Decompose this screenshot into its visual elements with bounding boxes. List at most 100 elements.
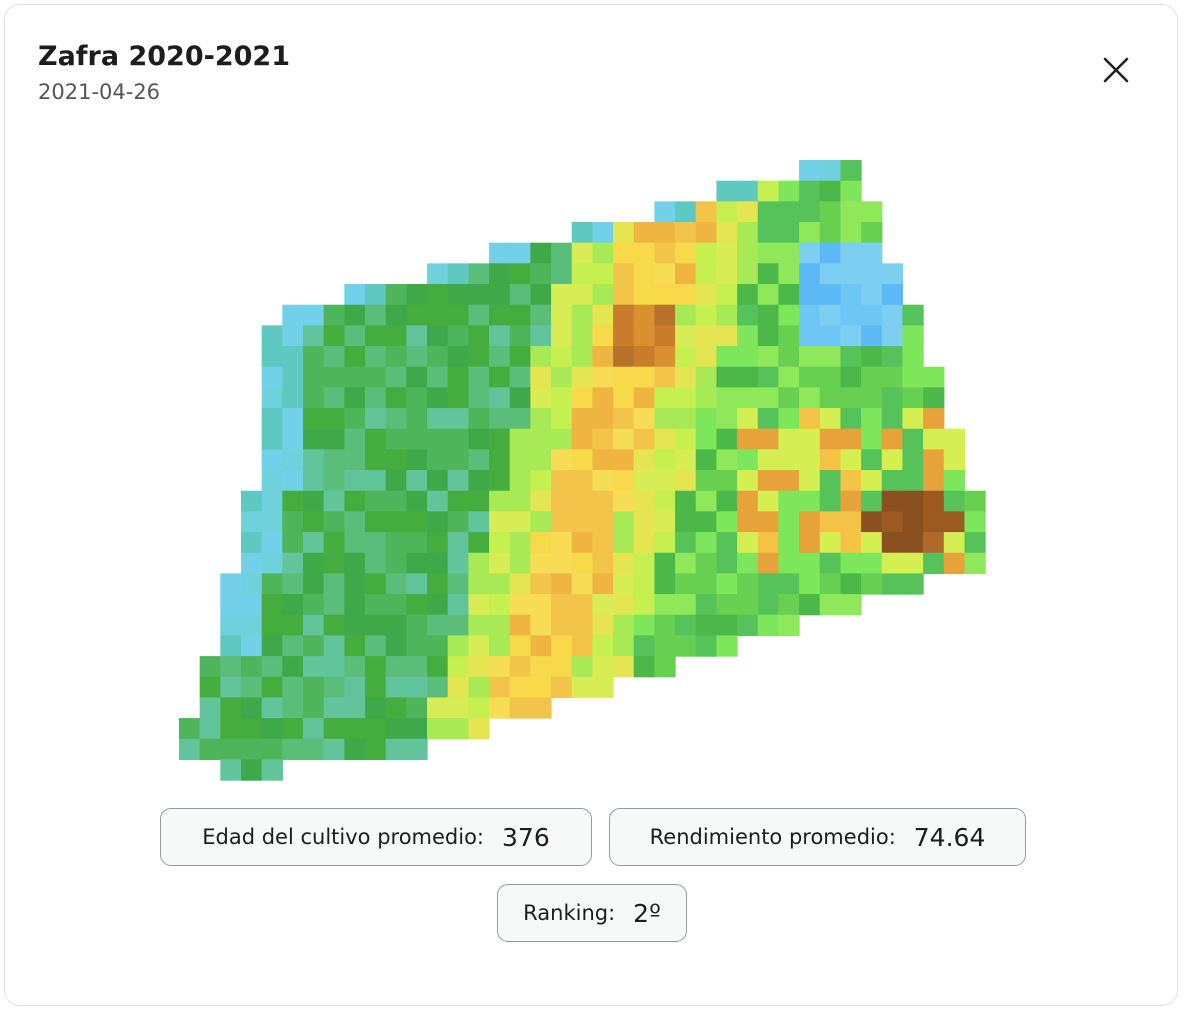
map-cell bbox=[613, 222, 635, 244]
map-cell bbox=[220, 656, 242, 678]
map-cell bbox=[385, 366, 407, 388]
map-cell bbox=[385, 387, 407, 409]
map-cell bbox=[633, 656, 656, 678]
map-cell bbox=[406, 449, 428, 471]
map-cell bbox=[613, 656, 635, 678]
map-cell bbox=[778, 594, 800, 616]
map-cell bbox=[716, 408, 738, 430]
map-cell bbox=[344, 304, 366, 326]
map-cell bbox=[799, 428, 821, 450]
map-cell bbox=[902, 470, 924, 492]
map-cell bbox=[923, 532, 945, 554]
map-cell bbox=[737, 490, 759, 512]
map-cell bbox=[716, 304, 738, 326]
map-cell bbox=[468, 408, 490, 430]
map-cell bbox=[716, 325, 738, 347]
map-cell bbox=[489, 490, 511, 512]
map-cell bbox=[406, 470, 428, 492]
map-cell bbox=[551, 635, 573, 657]
map-cell bbox=[303, 366, 325, 388]
map-cell bbox=[468, 387, 490, 409]
map-cell bbox=[241, 511, 263, 533]
map-cell bbox=[261, 573, 283, 595]
map-cell bbox=[716, 614, 738, 637]
map-cell bbox=[509, 428, 531, 450]
map-cell bbox=[427, 408, 449, 430]
map-cell bbox=[571, 552, 593, 574]
map-cell bbox=[695, 594, 718, 616]
map-cell bbox=[282, 346, 304, 368]
map-cell bbox=[241, 594, 263, 616]
map-cell bbox=[799, 366, 821, 388]
map-cell bbox=[344, 573, 366, 595]
map-cell bbox=[344, 366, 366, 388]
map-cell bbox=[819, 366, 842, 388]
map-cell bbox=[902, 325, 924, 347]
map-cell bbox=[778, 263, 800, 285]
map-cell bbox=[778, 201, 800, 223]
map-cell bbox=[468, 676, 490, 699]
map-cell bbox=[840, 304, 862, 326]
map-cell bbox=[592, 573, 614, 595]
map-cell bbox=[737, 284, 759, 306]
map-cell bbox=[613, 366, 635, 388]
close-button[interactable] bbox=[1099, 53, 1133, 87]
map-cell bbox=[282, 387, 304, 409]
map-cell bbox=[819, 180, 842, 202]
map-cell bbox=[406, 697, 428, 719]
map-cell bbox=[778, 222, 800, 244]
map-cell bbox=[799, 325, 821, 347]
map-cell bbox=[799, 490, 821, 512]
map-cell bbox=[468, 532, 490, 554]
map-cell bbox=[427, 656, 449, 678]
map-cell bbox=[489, 242, 511, 264]
map-cell bbox=[323, 656, 345, 678]
map-cell bbox=[509, 635, 531, 657]
map-cell bbox=[592, 490, 614, 512]
map-cell bbox=[261, 387, 283, 409]
map-cell bbox=[778, 180, 800, 202]
map-cell bbox=[757, 366, 780, 388]
map-cell bbox=[571, 346, 593, 368]
map-cell bbox=[695, 222, 718, 244]
map-cell bbox=[571, 242, 593, 264]
map-cell bbox=[799, 573, 821, 595]
map-cell bbox=[551, 346, 573, 368]
map-cell bbox=[778, 614, 800, 637]
map-cell bbox=[613, 387, 635, 409]
map-cell bbox=[757, 346, 780, 368]
map-cell bbox=[447, 284, 469, 306]
map-cell bbox=[757, 408, 780, 430]
map-cell bbox=[282, 635, 304, 657]
map-cell bbox=[716, 263, 738, 285]
map-cell bbox=[654, 387, 676, 409]
map-cell bbox=[261, 759, 283, 781]
map-cell bbox=[303, 532, 325, 554]
map-cell bbox=[489, 470, 511, 492]
map-cell bbox=[737, 511, 759, 533]
map-cell bbox=[881, 325, 904, 347]
map-cell bbox=[654, 366, 676, 388]
map-cell bbox=[613, 242, 635, 264]
map-cell bbox=[282, 614, 304, 637]
map-cell bbox=[385, 325, 407, 347]
map-cell bbox=[530, 614, 552, 637]
map-cell bbox=[861, 532, 883, 554]
map-cell bbox=[406, 346, 428, 368]
map-cell bbox=[261, 449, 283, 471]
map-cell bbox=[406, 676, 428, 699]
map-cell bbox=[241, 697, 263, 719]
map-cell bbox=[427, 263, 449, 285]
map-cell bbox=[881, 552, 904, 574]
map-cell bbox=[427, 511, 449, 533]
map-cell bbox=[964, 490, 986, 512]
map-cell bbox=[819, 387, 842, 409]
map-cell bbox=[365, 428, 387, 450]
map-cell bbox=[261, 738, 283, 761]
map-cell bbox=[881, 511, 904, 533]
map-cell bbox=[303, 304, 325, 326]
map-cell bbox=[799, 284, 821, 306]
map-cell bbox=[303, 449, 325, 471]
map-cell bbox=[365, 304, 387, 326]
map-cell bbox=[902, 532, 924, 554]
